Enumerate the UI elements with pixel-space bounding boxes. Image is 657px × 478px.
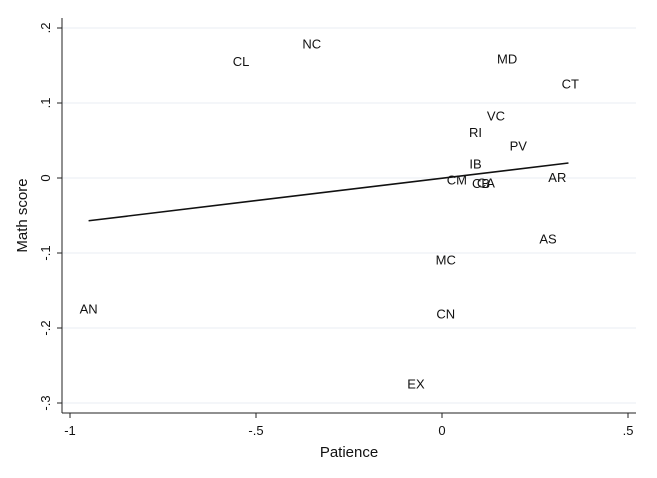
y-tick-label: .1 [38,98,53,109]
point-label-pv: PV [510,139,528,154]
point-label-ca: CA [477,175,495,190]
y-tick-label: -.1 [38,245,53,260]
y-tick-label: 0 [38,174,53,181]
point-label-ri: RI [469,125,482,140]
x-tick-label: -.5 [248,423,263,438]
point-label-nc: NC [302,37,321,52]
point-label-md: MD [497,52,517,67]
axes [61,18,636,414]
point-label-an: AN [80,301,98,316]
x-tick-label: 0 [438,423,445,438]
fit-line [88,162,569,222]
point-label-ct: CT [562,76,579,91]
fit-line-group [88,162,569,222]
x-tick-label: -1 [64,423,76,438]
y-tick-label: -.3 [38,395,53,410]
point-label-cb: CB [472,176,490,191]
point-label-as: AS [539,232,557,247]
point-label-cl: CL [233,54,250,69]
point-label-cn: CN [436,307,455,322]
point-label-ex: EX [407,376,425,391]
gridlines [62,27,636,404]
ticks: -1 -.5 0 .5 -.3 -.2 -.1 0 .1 .2 [38,23,633,438]
x-tick-label: .5 [623,423,634,438]
point-label-ib: IB [469,157,481,172]
point-label-mc: MC [436,253,456,268]
x-axis-title: Patience [320,444,378,461]
point-label-ar: AR [548,170,566,185]
y-axis-title: Math score [14,178,31,252]
point-label-cm: CM [447,172,467,187]
y-tick-label: .2 [38,23,53,34]
point-label-vc: VC [487,109,505,124]
y-tick-label: -.2 [38,320,53,335]
